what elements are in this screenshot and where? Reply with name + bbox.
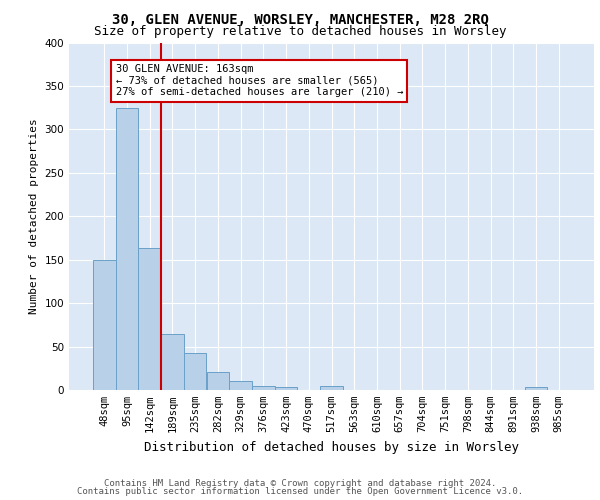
- Bar: [524, 386, 547, 390]
- Bar: [252, 386, 275, 390]
- Bar: [161, 334, 184, 390]
- Text: Contains HM Land Registry data © Crown copyright and database right 2024.: Contains HM Land Registry data © Crown c…: [104, 478, 496, 488]
- X-axis label: Distribution of detached houses by size in Worsley: Distribution of detached houses by size …: [144, 440, 519, 454]
- Bar: [184, 352, 206, 390]
- Text: Contains public sector information licensed under the Open Government Licence v3: Contains public sector information licen…: [77, 487, 523, 496]
- Y-axis label: Number of detached properties: Number of detached properties: [29, 118, 39, 314]
- Bar: [275, 388, 298, 390]
- Text: 30, GLEN AVENUE, WORSLEY, MANCHESTER, M28 2RQ: 30, GLEN AVENUE, WORSLEY, MANCHESTER, M2…: [112, 12, 488, 26]
- Bar: [229, 382, 252, 390]
- Bar: [139, 248, 161, 390]
- Bar: [93, 260, 116, 390]
- Bar: [116, 108, 139, 390]
- Text: Size of property relative to detached houses in Worsley: Size of property relative to detached ho…: [94, 25, 506, 38]
- Bar: [320, 386, 343, 390]
- Bar: [206, 372, 229, 390]
- Text: 30 GLEN AVENUE: 163sqm
← 73% of detached houses are smaller (565)
27% of semi-de: 30 GLEN AVENUE: 163sqm ← 73% of detached…: [116, 64, 403, 98]
